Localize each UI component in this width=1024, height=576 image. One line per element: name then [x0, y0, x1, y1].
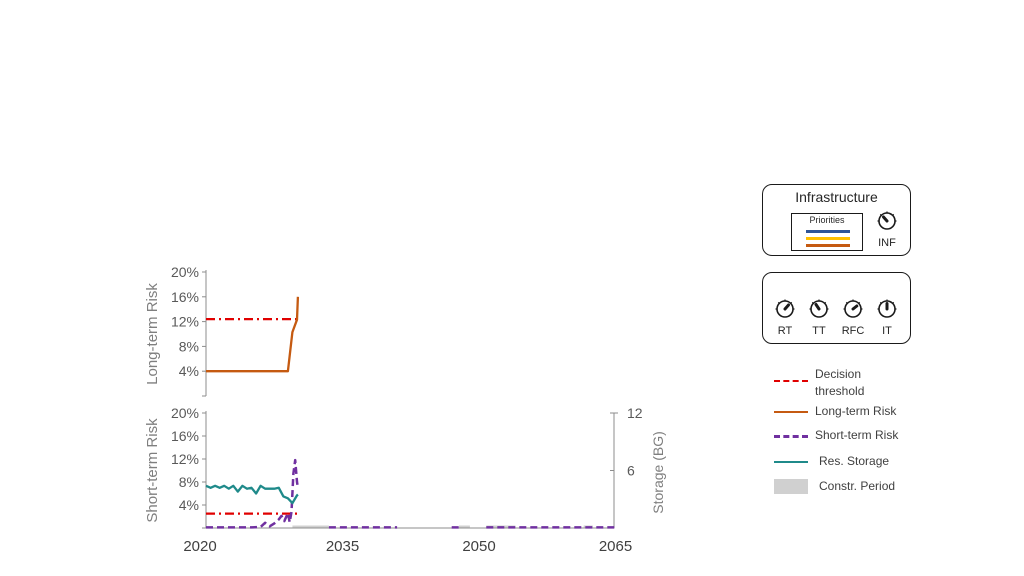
y-axis-label: Short-term Risk	[144, 418, 161, 523]
x-tick-label: 2050	[462, 538, 495, 555]
legend-item-long-term-risk: Long-term Risk	[770, 403, 990, 423]
rfc-knob-label: RFC	[841, 325, 865, 337]
infrastructure-title: Infrastructure	[795, 189, 878, 205]
legend-label-res-storage: Res. Storage	[819, 454, 890, 468]
legend-swatch-constr-period	[774, 479, 808, 494]
y-tick-label: 4%	[179, 497, 199, 513]
infrastructure-panel: Infrastructure Priorities INF	[762, 184, 911, 256]
x-tick-label: 2065	[599, 538, 632, 555]
it-knob-label: IT	[882, 325, 892, 337]
x-tick-label: 2020	[183, 538, 216, 555]
short-term-risk-chart: 20% 16% 12% 8% 4% Short-term Risk 2020 2035 2050…	[144, 405, 666, 555]
y-tick-label: 16%	[171, 428, 199, 444]
legend-item-decision-threshold: Decision threshold	[770, 366, 990, 402]
priority-line-2	[806, 237, 850, 240]
legend-swatch-long-term-risk	[774, 411, 808, 413]
inf-knob-icon[interactable]	[877, 211, 897, 231]
right-y-tick-label: 12	[627, 405, 643, 421]
series-line-res-storage-1	[205, 484, 299, 505]
tt-knob-icon[interactable]	[809, 299, 829, 319]
priorities-box[interactable]: Priorities	[791, 213, 863, 251]
inf-knob-label: INF	[878, 237, 896, 249]
y-tick-label: 12%	[171, 314, 199, 330]
legend-swatch-short-term-risk	[774, 435, 808, 438]
tt-knob-label: TT	[812, 325, 826, 337]
series-line-short-term-risk-0	[206, 458, 300, 529]
legend-item-short-term-risk: Short-term Risk	[770, 427, 990, 447]
priority-line-3	[806, 244, 850, 247]
policy-knobs-panel: RT TT RFC IT	[762, 272, 911, 344]
priority-line-1	[806, 230, 850, 233]
legend-item-constr-period: Constr. Period	[770, 478, 990, 498]
y-tick-label: 4%	[179, 363, 199, 379]
right-y-axis-label: Storage (BG)	[650, 431, 666, 513]
right-y-tick-label: 6	[627, 463, 635, 479]
legend-item-res-storage: Res. Storage	[770, 453, 990, 473]
y-axis-label: Long-term Risk	[144, 283, 161, 385]
priorities-label: Priorities	[809, 215, 845, 225]
legend-label-long-term-risk: Long-term Risk	[815, 404, 897, 418]
rt-knob-label: RT	[777, 325, 793, 337]
x-tick-label: 2035	[326, 538, 359, 555]
y-tick-label: 20%	[171, 405, 199, 421]
legend-label-constr-period: Constr. Period	[819, 479, 896, 493]
legend-label-short-term-risk: Short-term Risk	[815, 428, 899, 442]
y-tick-label: 16%	[171, 289, 199, 305]
y-tick-label: 8%	[179, 474, 199, 490]
y-tick-label: 20%	[171, 264, 199, 280]
legend-label-decision-threshold: Decision threshold	[815, 367, 865, 398]
long-term-risk-chart: 20% 16% 12% 8% 4% Long-term Risk	[144, 264, 300, 397]
y-tick-label: 8%	[179, 338, 199, 354]
construction-period-1	[458, 525, 470, 528]
y-tick-label: 12%	[171, 451, 199, 467]
rfc-knob-icon[interactable]	[843, 299, 863, 319]
rt-knob-icon[interactable]	[775, 299, 795, 319]
legend-swatch-res-storage	[774, 461, 808, 463]
legend-swatch-decision-threshold	[774, 380, 808, 382]
series-line-long-term-risk-0	[206, 296, 300, 373]
it-knob-icon[interactable]	[877, 299, 897, 319]
construction-period-0	[292, 525, 329, 528]
